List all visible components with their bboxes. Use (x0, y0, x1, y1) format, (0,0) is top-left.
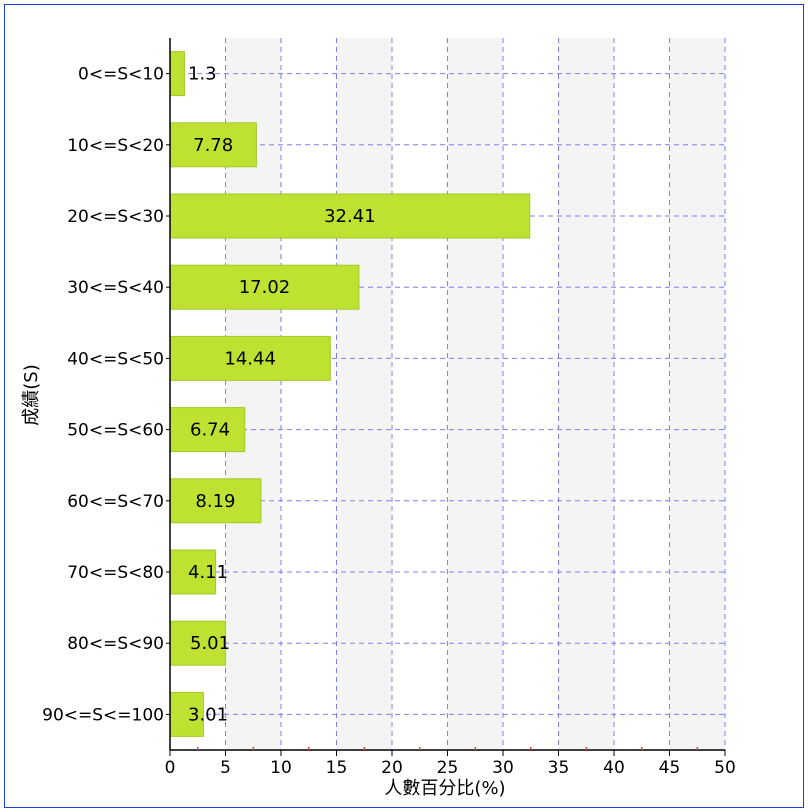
bar (169, 51, 185, 97)
x-tick-label: 30 (492, 758, 514, 778)
x-tick-label: 25 (437, 758, 459, 778)
x-tick-label: 35 (548, 758, 570, 778)
bar (169, 122, 257, 168)
y-axis-label: 成績(S) (21, 364, 42, 425)
y-tick-label: 40<=S<50 (67, 349, 164, 369)
x-tick-label: 45 (659, 758, 681, 778)
bar-value-label: 8.19 (195, 491, 235, 512)
bar-value-label: 17.02 (239, 277, 291, 298)
bar-value-label: 3.01 (188, 704, 228, 725)
x-tick-label: 40 (603, 758, 625, 778)
x-tick-label: 15 (326, 758, 348, 778)
bar-value-label: 7.78 (193, 135, 233, 156)
axes (166, 38, 726, 756)
y-tick-label: 70<=S<80 (67, 563, 164, 583)
bar-value-label: 1.3 (188, 64, 217, 85)
x-axis-label: 人數百分比(%) (384, 778, 505, 799)
y-tick-label: 90<=S<=100 (42, 705, 164, 725)
bar (169, 691, 204, 737)
y-tick-label: 10<=S<20 (67, 136, 164, 156)
bar (169, 549, 217, 595)
y-tick-label: 0<=S<10 (78, 65, 164, 85)
bar (169, 407, 246, 453)
grid-band (447, 38, 503, 750)
x-tick-label: 5 (220, 758, 231, 778)
bar-value-label: 14.44 (224, 348, 276, 369)
x-tick-label: 50 (714, 758, 736, 778)
bar (169, 264, 360, 310)
grid-band (669, 38, 725, 750)
y-tick-label: 30<=S<40 (67, 278, 164, 298)
y-tick-label: 80<=S<90 (67, 634, 164, 654)
bar (169, 335, 331, 381)
grid-band (336, 38, 392, 750)
bar-value-label: 32.41 (324, 206, 376, 227)
x-tick-label: 0 (165, 758, 176, 778)
bar-value-label: 6.74 (190, 420, 230, 441)
grid-band (558, 38, 614, 750)
chart-frame: 1.3 0<=S<10 7.78 10<=S<20 32.41 20<=S<30 17.02… (4, 4, 804, 808)
y-tick-label: 50<=S<60 (67, 421, 164, 441)
background-bands (225, 38, 725, 750)
y-tick-label: 20<=S<30 (67, 207, 164, 227)
x-tick-label: 10 (270, 758, 292, 778)
bar-value-label: 5.01 (190, 633, 230, 654)
bar-value-label: 4.11 (188, 562, 228, 583)
labels: 1.3 0<=S<10 7.78 10<=S<20 32.41 20<=S<30 17.02… (42, 64, 736, 778)
bar-chart: 1.3 0<=S<10 7.78 10<=S<20 32.41 20<=S<30 17.02… (21, 38, 736, 799)
x-tick-label: 20 (381, 758, 403, 778)
y-tick-label: 60<=S<70 (67, 492, 164, 512)
